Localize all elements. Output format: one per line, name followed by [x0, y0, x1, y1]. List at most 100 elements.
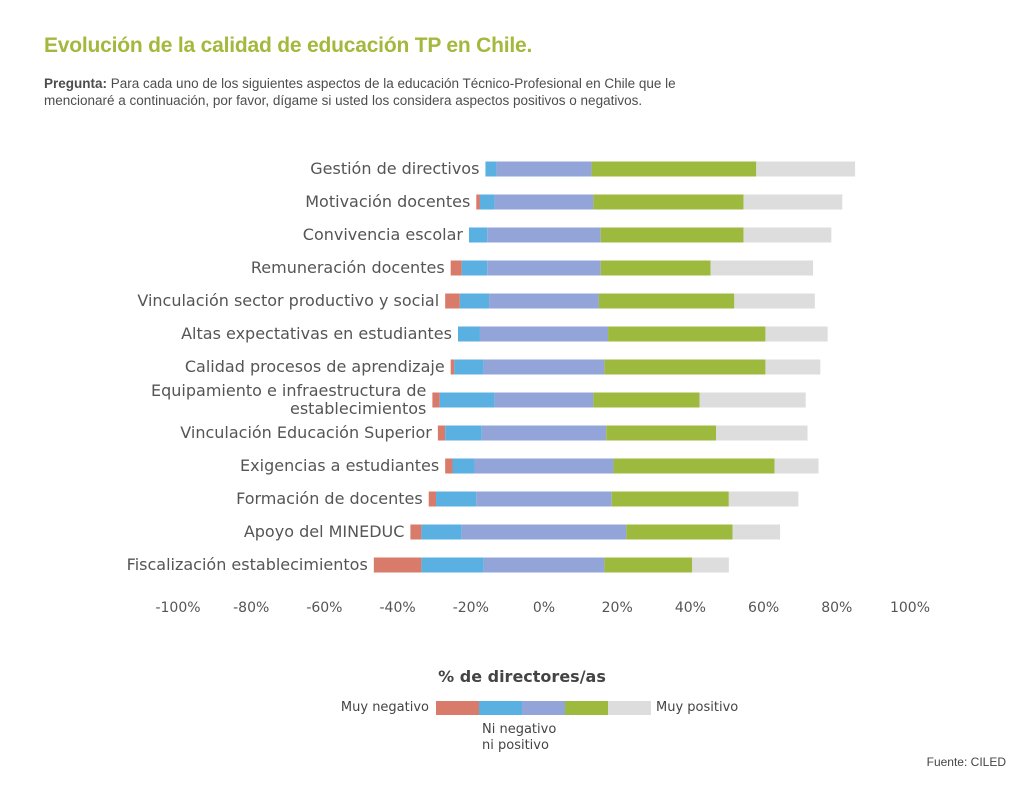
bar-segment-negativo	[436, 491, 477, 507]
bar-segment-neutral	[487, 260, 601, 276]
x-tick-label: 60%	[748, 600, 779, 616]
bar-segment-neutral	[487, 227, 601, 243]
category-label: Motivación docentes	[305, 192, 470, 211]
bar-segment-muy-positivo	[710, 260, 814, 276]
category-label: Calidad procesos de aprendizaje	[185, 357, 445, 376]
category-label: Remuneración docentes	[251, 258, 445, 277]
bar-segment-muy-positivo	[743, 194, 843, 210]
bar-segment-positivo	[600, 227, 744, 243]
bar-segment-positivo	[604, 359, 766, 375]
legend-swatch-neutral	[522, 701, 565, 715]
legend-neutral-line-1: Ni negativo	[482, 722, 557, 737]
bar-segment-negativo	[459, 293, 490, 309]
bar-segment-negativo	[468, 227, 488, 243]
bar-segment-negativo	[439, 392, 495, 408]
legend-neutral-line-2: ni positivo	[482, 738, 549, 753]
x-tick-label: 80%	[821, 600, 852, 616]
bar-segment-negativo	[485, 161, 497, 177]
category-label: Convivencia escolar	[303, 225, 464, 244]
category-labels: Gestión de directivos Motivación docentes…	[127, 159, 480, 574]
bar-segment-neutral	[494, 392, 594, 408]
question-text: Pregunta: Para cada uno de los siguiente…	[44, 75, 724, 109]
bar-segment-muy-negativo	[476, 194, 480, 210]
bar-segment-muy-positivo	[716, 425, 808, 441]
x-tick-labels: -100% -80% -60% -40% -20% 0% 20% 40% 60% 80% 100%	[155, 600, 930, 616]
bar-segment-negativo	[452, 458, 475, 474]
x-tick-label: 20%	[602, 600, 633, 616]
bar-segment-positivo	[591, 161, 757, 177]
bar-segment-neutral	[481, 425, 607, 441]
category-label: Gestión de directivos	[310, 159, 479, 178]
bars-group	[373, 161, 856, 573]
category-label: Vinculación sector productivo y social	[137, 291, 439, 310]
bar-segment-muy-positivo	[728, 491, 799, 507]
x-axis-label: % de directores/as	[438, 667, 606, 686]
bar-segment-positivo	[593, 194, 744, 210]
bar-segment-positivo	[613, 458, 775, 474]
bar-segment-muy-negativo	[445, 293, 460, 309]
x-tick-label: -80%	[233, 600, 269, 616]
legend-label-neutral: Ni negativo ni positivo	[482, 722, 602, 754]
bar-segment-neutral	[483, 557, 605, 573]
bar-segment-muy-positivo	[692, 557, 729, 573]
stacked-bar-chart: Gestión de directivos Motivación docentes…	[127, 159, 930, 616]
bar-segment-neutral	[489, 293, 599, 309]
x-tick-label: 0%	[533, 600, 555, 616]
x-tick-label: -20%	[453, 600, 489, 616]
category-label: Formación de docentes	[236, 489, 423, 508]
bar-segment-muy-positivo	[732, 524, 781, 540]
bar-segment-muy-negativo	[445, 458, 453, 474]
bar-segment-neutral	[483, 359, 605, 375]
bar-segment-muy-positivo	[699, 392, 806, 408]
question-label: Pregunta:	[44, 76, 108, 91]
bar-segment-muy-negativo	[410, 524, 422, 540]
bar-segment-positivo	[611, 491, 729, 507]
source-note: Fuente: CILED	[926, 755, 1006, 769]
bar-segment-muy-positivo	[756, 161, 856, 177]
legend-swatch-positivo	[565, 701, 608, 715]
bar-segment-negativo	[461, 260, 488, 276]
bar-segment-muy-positivo	[774, 458, 819, 474]
bar-segment-muy-negativo	[432, 392, 440, 408]
bar-segment-muy-positivo	[765, 359, 821, 375]
category-label: Exigencias a estudiantes	[240, 456, 439, 475]
legend-label-muy-positivo: Muy positivo	[656, 700, 739, 715]
bar-segment-neutral	[476, 491, 612, 507]
bar-segment-muy-negativo	[428, 491, 437, 507]
legend-swatch-muy-positivo	[608, 701, 651, 715]
bar-segment-neutral	[496, 161, 592, 177]
category-label: Fiscalización establecimientos	[127, 555, 368, 574]
legend-swatch-muy-negativo	[436, 701, 479, 715]
legend-label-muy-negativo: Muy negativo	[340, 700, 429, 715]
bar-segment-positivo	[600, 260, 711, 276]
bar-segment-negativo	[479, 194, 495, 210]
bar-segment-negativo	[421, 557, 484, 573]
x-tick-label: -40%	[380, 600, 416, 616]
bar-segment-neutral	[479, 326, 609, 342]
bar-segment-neutral	[494, 194, 594, 210]
legend-swatch-negativo	[479, 701, 522, 715]
category-label: Vinculación Educación Superior	[180, 423, 432, 442]
bar-segment-positivo	[606, 425, 717, 441]
category-label: Equipamiento e infraestructura de	[151, 381, 426, 400]
bar-segment-muy-positivo	[743, 227, 832, 243]
bar-segment-muy-negativo	[373, 557, 422, 573]
bar-segment-positivo	[598, 293, 735, 309]
x-tick-label: 100%	[890, 600, 930, 616]
bar-segment-muy-negativo	[450, 260, 462, 276]
bar-segment-neutral	[461, 524, 627, 540]
bar-segment-neutral	[474, 458, 614, 474]
question-body: Para cada uno de los siguientes aspectos…	[44, 76, 676, 108]
bar-segment-muy-positivo	[765, 326, 828, 342]
bar-segment-muy-positivo	[734, 293, 815, 309]
bar-segment-positivo	[626, 524, 733, 540]
x-tick-label: -100%	[155, 600, 200, 616]
bar-segment-positivo	[593, 392, 700, 408]
category-label: Apoyo del MINEDUC	[244, 522, 405, 541]
bar-segment-negativo	[454, 359, 484, 375]
bar-segment-positivo	[604, 557, 693, 573]
category-label: establecimientos	[290, 399, 426, 418]
x-tick-label: 40%	[675, 600, 706, 616]
bar-segment-muy-negativo	[437, 425, 446, 441]
